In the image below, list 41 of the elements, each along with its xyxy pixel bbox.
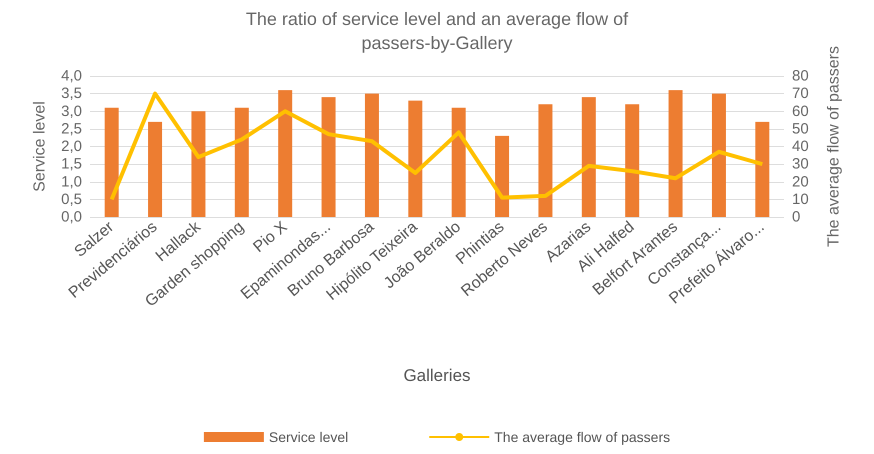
- bar: [755, 122, 770, 217]
- x-axis-title: Galleries: [403, 366, 471, 385]
- legend-label: The average flow of passers: [494, 429, 670, 445]
- y-tick-label: 2,5: [61, 120, 82, 138]
- y-tick-label: 0,0: [61, 208, 82, 226]
- bar: [538, 104, 552, 217]
- bar: [452, 108, 466, 217]
- y-tick-label: 3,0: [61, 102, 82, 120]
- legend-label: Service level: [268, 429, 348, 445]
- bar: [191, 111, 206, 217]
- y2-tick-label: 10: [792, 190, 809, 208]
- y-tick-label: 3,5: [61, 85, 82, 102]
- y-tick-label: 4,0: [61, 68, 82, 84]
- bar: [364, 94, 379, 217]
- chart-title: The ratio of service level and an average flow of passers-by-Gallery: [246, 9, 630, 53]
- y-tick-label: 1,5: [61, 156, 82, 173]
- bar: [712, 94, 726, 217]
- bar: [234, 108, 249, 217]
- bar: [668, 90, 683, 217]
- bar: [582, 97, 596, 217]
- line-series: [110, 92, 764, 202]
- y2-tick-label: 80: [792, 68, 809, 84]
- y2-tick-label: 0: [792, 208, 800, 226]
- y2-tick-label: 20: [792, 173, 809, 190]
- bar: [322, 97, 336, 217]
- bar: [495, 136, 510, 217]
- bar: [278, 90, 292, 217]
- bar: [104, 108, 119, 217]
- y-tick-label: 2,0: [61, 138, 82, 155]
- y-axis-title: Service level: [32, 101, 48, 192]
- y-tick-label: 0,5: [61, 190, 82, 208]
- y-tick-label: 1,0: [61, 173, 82, 190]
- y2-tick-label: 30: [792, 156, 809, 173]
- y2-tick-label: 50: [792, 120, 809, 138]
- bar: [625, 104, 640, 217]
- bar: [408, 100, 422, 217]
- y2-axis-title: The average flow of passers: [826, 46, 842, 247]
- y2-tick-label: 40: [792, 138, 809, 155]
- bar: [148, 122, 162, 217]
- y2-tick-label: 70: [792, 85, 809, 102]
- y2-tick-label: 60: [792, 102, 809, 120]
